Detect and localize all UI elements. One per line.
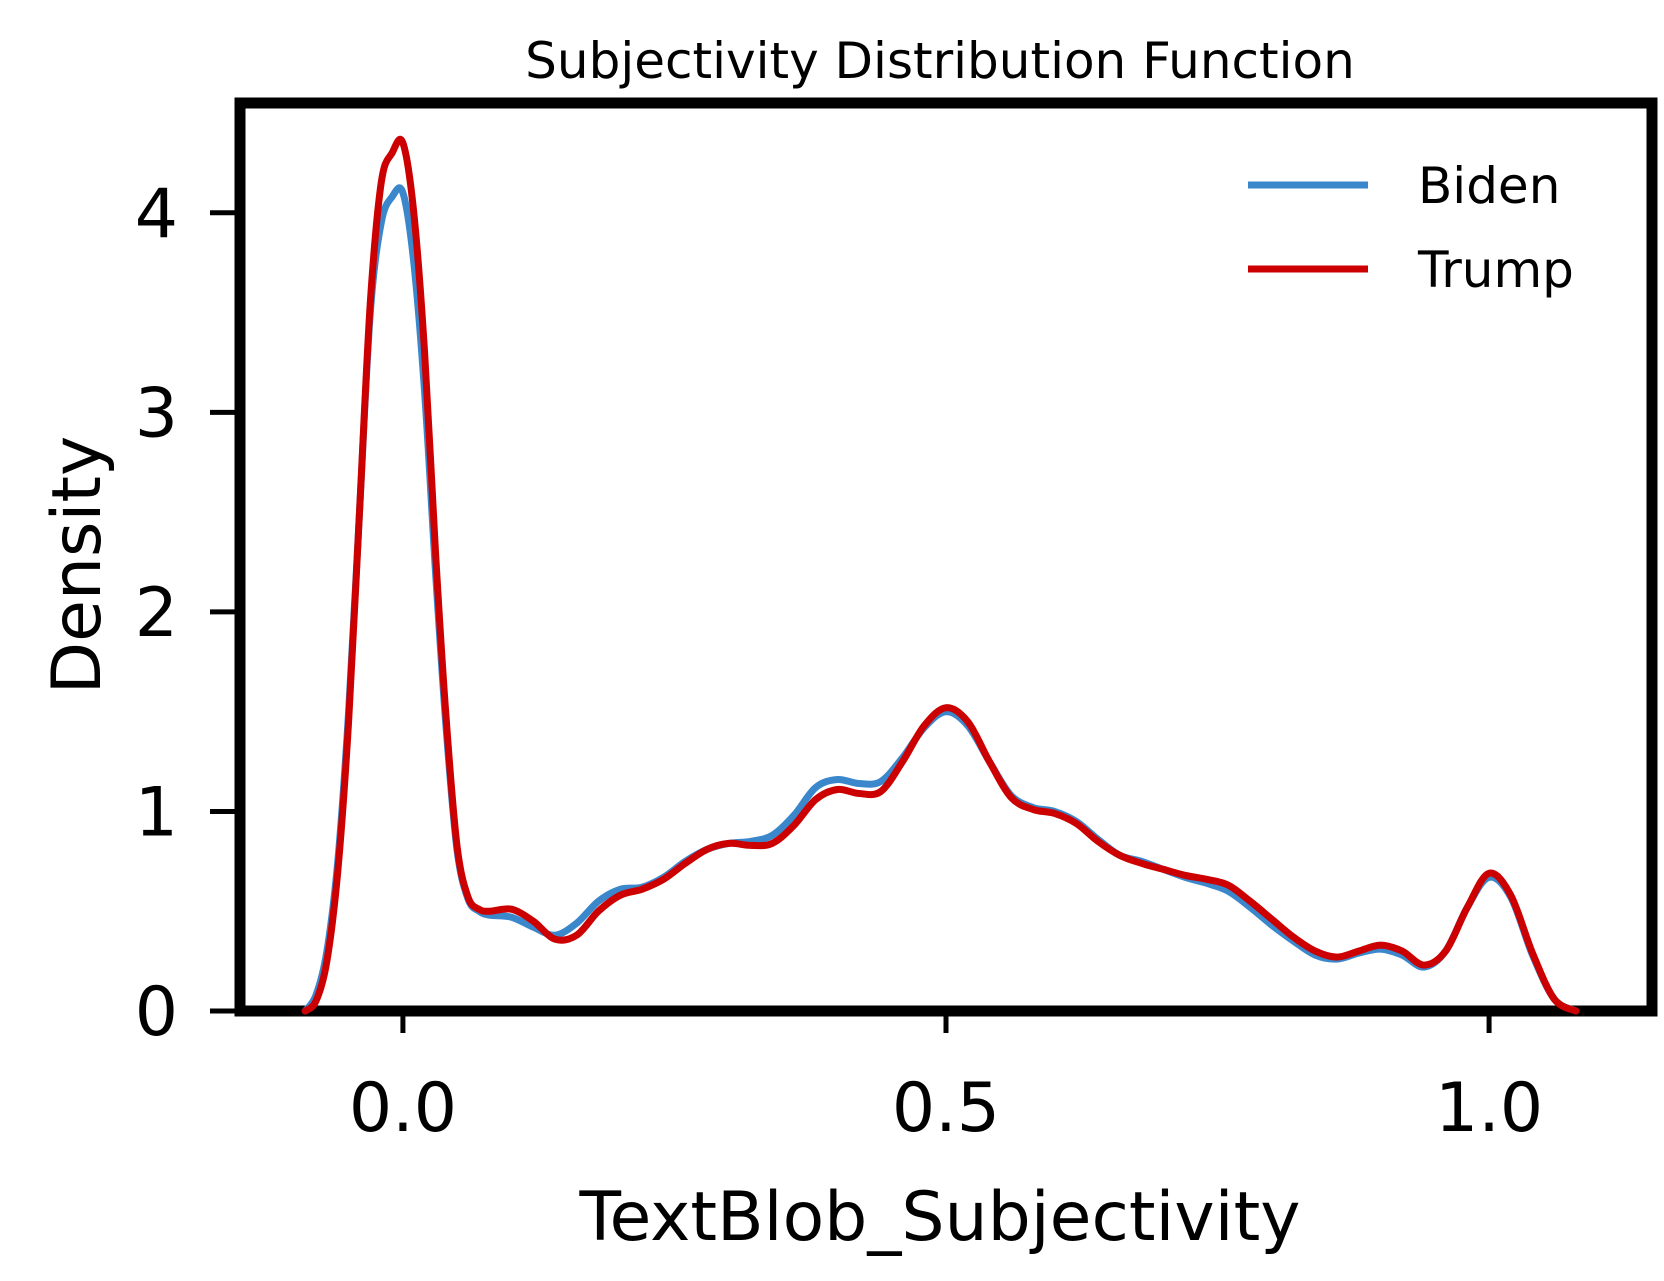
y-axis-label: Density [38, 436, 117, 695]
series-lines [301, 135, 1580, 1015]
series-line-biden [301, 184, 1580, 1015]
x-tick-label: 0.5 [892, 1069, 1000, 1148]
plot-area [234, 97, 1658, 1017]
plot-frame [234, 97, 1658, 1017]
legend: Biden Trump [1248, 157, 1574, 299]
y-axis-ticks: 0 1 2 3 4 [135, 175, 240, 1052]
y-tick-label: 2 [135, 574, 178, 653]
chart-title: Subjectivity Distribution Function [525, 32, 1355, 90]
x-axis-ticks: 0.0 0.5 1.0 [349, 1011, 1543, 1148]
x-tick-label: 0.0 [349, 1069, 457, 1148]
y-tick-label: 1 [135, 773, 178, 852]
y-tick-label: 4 [135, 175, 178, 254]
series-line-trump [301, 135, 1580, 1015]
x-tick-label: 1.0 [1435, 1069, 1543, 1148]
y-tick-label: 3 [135, 374, 178, 453]
legend-label-trump: Trump [1417, 241, 1574, 299]
x-axis-label: TextBlob_Subjectivity [579, 1178, 1301, 1257]
y-tick-label: 0 [135, 973, 178, 1052]
legend-label-biden: Biden [1418, 157, 1560, 215]
